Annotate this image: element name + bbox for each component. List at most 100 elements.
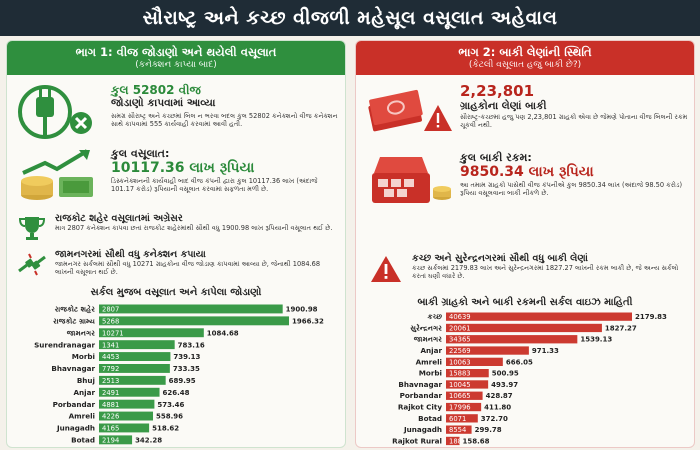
amount-bar (99, 399, 155, 409)
disconnections-description: સમગ્ર સૌરાષ્ટ્ર અને કચ્છમાં બિલ ન ભરવા બ… (111, 112, 338, 129)
amount-bar (99, 375, 166, 385)
amount-bar (446, 357, 503, 366)
amount-label: 666.05 (506, 358, 533, 366)
amount-bar (99, 411, 154, 421)
amount-label: 1966.32 (292, 317, 324, 325)
unplugged-cable-icon (18, 253, 46, 276)
amount-bar (446, 312, 632, 321)
count-label: 1341 (102, 341, 119, 349)
chart-title: બાકી ગ્રાહકો અને બાકી રકમની સર્કલ વાઇઝ મ… (417, 297, 633, 308)
section-title: ભાગ 2: બાકી લેણાંની સ્થિતિ (458, 45, 592, 59)
section-outstanding-dues: ભાગ 2: બાકી લેણાંની સ્થિતિ (કેટલી વસૂલાત… (355, 40, 695, 448)
count-label: 40639 (449, 313, 471, 321)
amount-bar (99, 423, 150, 433)
amount-label: 733.35 (173, 365, 200, 373)
power-plug-cut-icon (18, 85, 92, 139)
count-label: 10271 (102, 329, 124, 337)
highest-dues-description: કચ્છ સર્કલમાં 2179.83 લાખ અને સુરેન્દ્રન… (412, 264, 679, 281)
count-label: 2807 (102, 306, 119, 314)
category-label: Botad (71, 435, 95, 444)
recovery-by-circle-chart: રાજકોટ શહેર 2807 1900.98 રાજકોટ ગ્રામ્ય 5268… (34, 304, 324, 445)
disconnections-value: કુલ 52802 વીજ (111, 83, 201, 97)
count-label: 4226 (102, 413, 119, 421)
category-label: Rajkot Rural (392, 436, 442, 445)
chart-title: સર્કલ મુજબ વસૂલાત અને કાપેલા જોડાણો (90, 287, 262, 298)
rajkot-leader-description: માત્ર 2807 કનેક્શન કાપવા છતાં રાજકોટ શહે… (55, 224, 333, 232)
amount-bar (99, 340, 175, 350)
highest-dues-heading: કચ્છ અને સુરેન્દ્રનગરમાં સૌથી વધુ બાકી લ… (412, 253, 588, 264)
count-label: 17996 (449, 404, 471, 412)
amount-label: 689.95 (169, 377, 196, 385)
category-label: Bhavnagar (398, 380, 442, 389)
category-label: રાજકોટ ગ્રામ્ય (53, 316, 95, 325)
money-growth-icon (21, 149, 93, 200)
category-label: Anjar (73, 388, 95, 397)
pending-customers-description: સૌરાષ્ટ્ર-કચ્છમાં હજુ પણ 2,23,801 ગ્રાહક… (460, 113, 688, 130)
trophy-icon (18, 217, 46, 240)
amount-label: 500.95 (492, 370, 519, 378)
amount-label: 299.78 (475, 426, 502, 434)
section-subtitle: (કનેક્શન કાપ્યા બાદ) (135, 60, 217, 70)
count-label: 10063 (449, 358, 471, 366)
amount-label: 626.48 (163, 389, 190, 397)
category-label: Amreli (69, 412, 95, 421)
count-label: 4165 (102, 425, 119, 433)
amount-label: 739.13 (173, 353, 200, 361)
count-label: 7792 (102, 365, 119, 373)
pending-customers-stat: 2,23,801 ગ્રાહકોના લેણાં બાકી સૌરાષ્ટ્ર-… (364, 82, 688, 143)
pending-customers-value: 2,23,801 (460, 82, 535, 100)
cash-box-icon (372, 157, 451, 203)
amount-bar (446, 346, 529, 355)
amount-label: 573.46 (157, 401, 184, 409)
count-label: 6071 (449, 415, 466, 423)
amount-bar (99, 316, 289, 326)
amount-bar (446, 335, 578, 344)
category-label: Bhuj (77, 376, 95, 385)
section-connections-recovery: ભાગ 1: વીજ જોડાણો અને થયેલી વસૂલાત (કનેક… (6, 40, 346, 448)
warning-icon (371, 256, 401, 282)
category-label: સુરેન્દ્રનગર (410, 323, 442, 332)
dues-by-circle-chart: કચ્છ 40639 2179.83 સુરેન્દ્રનગર 20061 1827.27… (392, 312, 667, 445)
amount-label: 372.70 (481, 415, 508, 423)
amount-label: 1900.98 (286, 306, 318, 314)
category-label: જામનગર (67, 328, 96, 337)
count-label: 18840 (449, 437, 471, 445)
count-label: 5268 (102, 317, 119, 325)
jamnagar-cuts-description: જામનગર સર્કલમાં સૌથી વધુ 10271 ગ્રાહકોના… (55, 260, 321, 277)
amount-label: 158.68 (463, 437, 490, 445)
highest-dues-alert: કચ્છ અને સુરેન્દ્રનગરમાં સૌથી વધુ બાકી લ… (364, 247, 686, 299)
pending-amount-label: કુલ બાકી રકમ: (460, 151, 532, 164)
disconnections-label: જોડાણો કાપવામાં આવ્યા (111, 97, 216, 109)
category-label: Junagadh (56, 424, 95, 433)
pending-amount-value: 9850.34 લાખ રૂપિયા (460, 164, 594, 180)
amount-label: 411.80 (484, 404, 511, 412)
count-label: 2194 (102, 436, 119, 444)
category-label: Morbi (72, 352, 95, 361)
category-label: Morbi (419, 369, 442, 378)
amount-bar (446, 391, 483, 400)
category-label: કચ્છ (428, 312, 443, 321)
category-label: Bhavnagar (51, 364, 95, 373)
amount-bar (446, 425, 472, 434)
count-label: 22569 (449, 347, 471, 355)
amount-bar (446, 323, 602, 333)
page-title: સૌરાષ્ટ્ર અને કચ્છ વીજળી મહેસૂલ વસૂલાત અ… (0, 0, 700, 36)
pending-amount-description: આ તમામ ગ્રાહકો પાસેથી વીજ કંપનીએ કુલ 985… (460, 181, 683, 198)
section-header: ભાગ 1: વીજ જોડાણો અને થયેલી વસૂલાત (કનેક… (7, 41, 345, 75)
category-label: જામનગર (414, 335, 443, 344)
rajkot-leader-note: રાજકોટ શહેર વસૂલાતમાં અગ્રેસર માત્ર 2807… (15, 213, 337, 245)
amount-bar (99, 304, 283, 314)
amount-label: 518.62 (152, 425, 179, 433)
amount-label: 2179.83 (635, 313, 667, 321)
amount-label: 783.16 (178, 341, 205, 349)
pending-customers-label: ગ્રાહકોના લેણાં બાકી (460, 100, 547, 112)
category-label: Botad (418, 414, 442, 423)
category-label: Junagadh (403, 425, 442, 434)
count-label: 8554 (449, 426, 466, 434)
rajkot-leader-heading: રાજકોટ શહેર વસૂલાતમાં અગ્રેસર (55, 213, 183, 224)
amount-label: 1827.27 (605, 324, 637, 332)
amount-bar (99, 435, 133, 445)
count-label: 4881 (102, 401, 119, 409)
disconnections-stat: કુલ 52802 વીજ જોડાણો કાપવામાં આવ્યા સમગ્… (15, 83, 338, 143)
amount-label: 558.96 (156, 413, 183, 421)
